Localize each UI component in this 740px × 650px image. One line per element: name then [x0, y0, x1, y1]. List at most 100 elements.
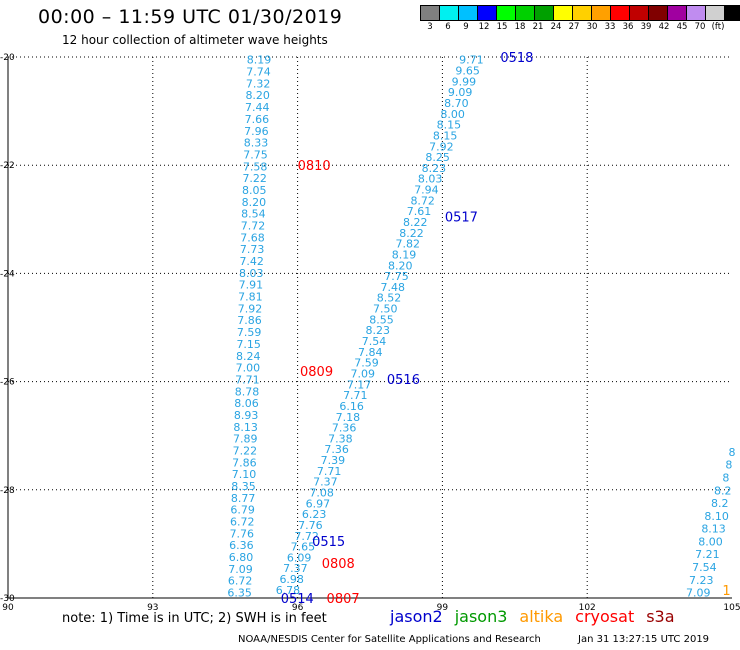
y-tick-label: -30 [0, 594, 15, 604]
satellite-legend-item: jason3 [454, 607, 508, 626]
wave-height-value: 7.42 [239, 255, 264, 268]
wave-height-value: 8.93 [234, 409, 259, 422]
satellite-legend-item: s3a [646, 607, 675, 626]
wave-height-value: 7.09 [228, 563, 253, 576]
wave-height-value: 7.38 [328, 432, 353, 445]
pass-time-label: 0808 [322, 557, 355, 572]
wave-height-value: 7.15 [236, 338, 261, 351]
wave-height-value: 7.54 [692, 561, 717, 574]
wave-height-value: 6.98 [279, 573, 304, 586]
wave-height-value: 6.23 [302, 508, 327, 521]
x-tick-label: 99 [437, 603, 449, 613]
wave-height-value: 8.54 [241, 208, 266, 221]
legend-label: 24 [550, 22, 562, 32]
wave-height-value: 7.72 [241, 219, 266, 232]
y-tick-label: -24 [0, 269, 15, 279]
wave-height-value: 6.97 [306, 497, 331, 510]
x-tick-label: 90 [2, 603, 14, 613]
note-text: note: 1) Time is in UTC; 2) SWH is in fe… [62, 611, 327, 626]
wave-height-value: 8.2 [714, 484, 732, 497]
wave-height-value: 8 [729, 446, 736, 459]
legend-label: 70 [694, 22, 706, 32]
wave-height-value: 8.06 [234, 397, 259, 410]
wave-height-value: 7.10 [232, 468, 257, 481]
wave-height-value: 8.70 [444, 97, 469, 110]
credit-text: NOAA/NESDIS Center for Satellite Applica… [238, 634, 541, 645]
x-tick-label: 105 [723, 603, 740, 613]
wave-height-value: 9.99 [452, 75, 477, 88]
pass-time-label: 1 [722, 584, 730, 599]
wave-height-value: 7.94 [414, 184, 439, 197]
wave-height-value: 7.54 [362, 335, 387, 348]
wave-height-value: 8.23 [366, 324, 391, 337]
color-scale-legend: 3 6 9 12 15 18 21 24 27 30 33 36 39 42 45 70 (ft) [420, 5, 740, 32]
wave-height-value: 7.00 [236, 362, 261, 375]
wave-height-value: 7.71 [343, 389, 368, 402]
wave-height-value: 8.15 [433, 129, 458, 142]
wave-height-value: 9.65 [455, 65, 480, 78]
wave-height-value: 8.22 [403, 216, 428, 229]
wave-height-value: 6.78 [276, 584, 301, 597]
legend-label: 45 [676, 22, 688, 32]
y-tick-label: -22 [0, 161, 15, 171]
wave-height-value: 8 [725, 459, 732, 472]
legend-label: 39 [640, 22, 652, 32]
wave-height-value: 6.72 [228, 575, 253, 588]
wave-height-value: 7.68 [240, 231, 265, 244]
wave-height-value: 8.25 [425, 151, 450, 164]
wave-height-value: 6.36 [229, 539, 254, 552]
wave-height-value: 7.75 [384, 270, 409, 283]
y-tick-label: -26 [0, 378, 15, 388]
pass-time-label: 0517 [445, 211, 478, 226]
legend-label: 42 [658, 22, 670, 32]
wave-height-value: 7.09 [686, 587, 711, 600]
wave-height-value: 7.73 [240, 243, 265, 256]
wave-height-value: 7.09 [351, 367, 376, 380]
wave-height-value: 7.59 [354, 357, 379, 370]
pass-time-label: 0516 [387, 373, 420, 388]
wave-height-value: 7.91 [239, 279, 264, 292]
satellite-legend: jason2 jason3 altika cryosat s3a [390, 607, 675, 626]
wave-height-value: 8.03 [418, 173, 443, 186]
y-tick-label: -28 [0, 486, 15, 496]
wave-height-value: 8.33 [244, 137, 269, 150]
wave-height-value: 7.82 [395, 238, 420, 251]
wave-height-value: 7.92 [238, 302, 263, 315]
wave-height-value: 8.77 [231, 492, 256, 505]
wave-height-value: 7.75 [243, 148, 268, 161]
wave-height-value: 9.71 [459, 54, 484, 67]
wave-height-value: 7.58 [243, 160, 268, 173]
x-tick-label: 96 [292, 603, 304, 613]
wave-height-value: 7.76 [298, 519, 323, 532]
wave-height-value: 7.74 [246, 66, 271, 79]
wave-height-value: 7.61 [407, 205, 432, 218]
wave-height-value: 7.89 [233, 433, 258, 446]
legend-label: 15 [496, 22, 508, 32]
satellite-legend-item: jason2 [390, 607, 443, 626]
wave-height-value: 7.76 [230, 527, 255, 540]
legend-label: 21 [532, 22, 544, 32]
wave-height-value: 7.86 [232, 456, 257, 469]
wave-height-value: 7.39 [321, 454, 346, 467]
legend-label: (ft) [711, 22, 725, 32]
wave-height-value: 8.78 [235, 385, 260, 398]
timestamp-text: Jan 31 13:27:15 UTC 2019 [578, 634, 710, 645]
pass-time-label: 0809 [300, 365, 333, 380]
wave-height-value: 6.09 [287, 551, 312, 564]
wave-height-value: 8.23 [422, 162, 447, 175]
color-swatches [420, 5, 740, 21]
wave-height-value: 8.55 [369, 313, 394, 326]
wave-height-value: 8.20 [245, 89, 270, 102]
chart-title: 00:00 – 11:59 UTC 01/30/2019 [38, 6, 343, 28]
wave-height-value: 8.22 [399, 227, 424, 240]
wave-height-value: 7.66 [245, 113, 270, 126]
wave-height-value: 8.20 [388, 259, 413, 272]
legend-label: 3 [427, 22, 433, 32]
wave-height-value: 8.00 [440, 108, 465, 121]
wave-height-value: 7.21 [695, 548, 720, 561]
wave-height-value: 7.71 [317, 465, 342, 478]
wave-height-value: 6.80 [229, 551, 254, 564]
pass-time-label: 0807 [327, 592, 360, 607]
wave-height-value: 7.84 [358, 346, 383, 359]
